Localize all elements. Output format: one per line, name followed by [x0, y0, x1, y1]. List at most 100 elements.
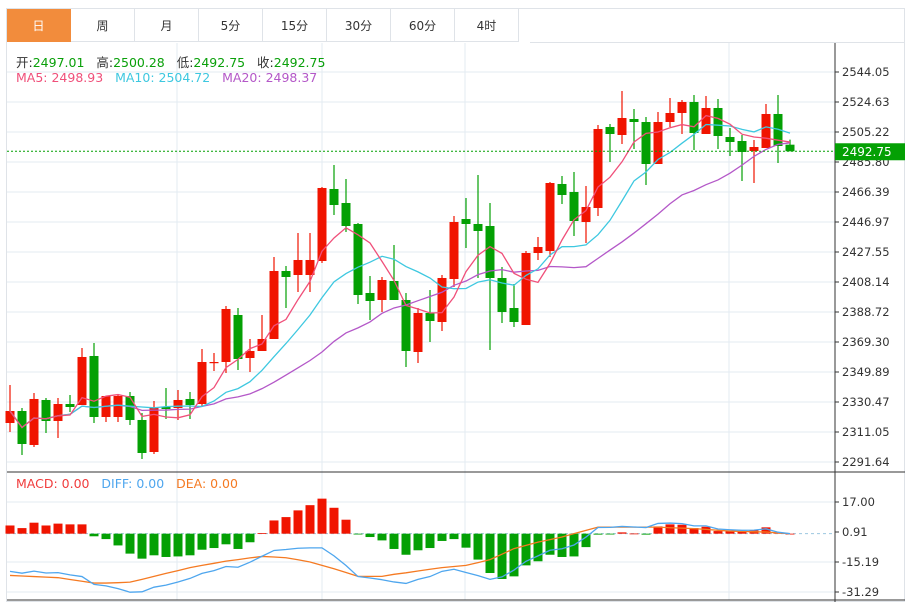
candle-body: [377, 280, 387, 300]
macd-bar: [281, 517, 291, 534]
macd-bar: [341, 519, 351, 534]
tab-60min[interactable]: 60分: [391, 9, 455, 42]
candle-body: [437, 277, 447, 322]
candle-body: [41, 399, 51, 421]
macd-bar: [725, 531, 735, 534]
macd-y-tick-label: 0.91: [842, 525, 868, 539]
macd-bar: [65, 524, 75, 534]
candle-body: [497, 277, 507, 313]
tab-30min[interactable]: 30分: [327, 9, 391, 42]
candle-body: [569, 191, 579, 221]
candle-body: [593, 128, 603, 209]
candle-body: [233, 314, 243, 359]
candle-body: [485, 226, 495, 278]
candle-body: [53, 403, 63, 421]
macd-bar: [509, 533, 519, 577]
ma10-line: [9, 123, 791, 429]
close-value: 2492.75: [273, 55, 326, 70]
y-tick-label: 2544.05: [842, 65, 890, 79]
y-tick-label: 2408.14: [842, 275, 890, 289]
tab-5min[interactable]: 5分: [199, 9, 263, 42]
diff-line: [9, 522, 791, 593]
macd-bar: [437, 533, 447, 541]
dea-line: [9, 526, 791, 584]
candle-body: [29, 398, 39, 445]
macd-bar: [257, 533, 267, 534]
candle-body: [737, 141, 747, 152]
candle-body: [425, 312, 435, 321]
macd-bar: [377, 533, 387, 541]
dea-legend-value: DEA: 0.00: [176, 476, 238, 491]
macd-bar: [197, 533, 207, 550]
macd-bar: [413, 533, 423, 551]
candle-body: [185, 398, 195, 406]
macd-bar: [233, 533, 243, 549]
macd-bar: [737, 531, 747, 534]
candle-body: [137, 419, 147, 453]
tab-day[interactable]: 日: [7, 9, 71, 42]
low-value: 2492.75: [193, 55, 246, 70]
candle-body: [257, 338, 267, 351]
candle-body: [65, 403, 75, 407]
macd-bar: [581, 533, 591, 548]
macd-bar: [473, 533, 483, 560]
high-value: 2500.28: [113, 55, 165, 70]
candle-body: [689, 101, 699, 134]
high-label: 高:: [96, 55, 114, 70]
macd-bar: [185, 533, 195, 556]
candle-body: [269, 270, 279, 339]
candle-body: [545, 183, 555, 252]
macd-bar: [593, 533, 603, 535]
tab-week[interactable]: 周: [71, 9, 135, 42]
macd-bar: [317, 498, 327, 534]
y-tick-label: 2311.05: [842, 425, 890, 439]
macd-bar: [665, 524, 675, 534]
macd-bar: [17, 528, 27, 534]
macd-bar: [629, 533, 639, 535]
macd-bar: [125, 533, 135, 554]
candle-body: [665, 112, 675, 122]
macd-legend: MACD: 0.00 DIFF: 0.00 DEA: 0.00: [16, 476, 238, 491]
macd-bar: [161, 533, 171, 557]
candle-body: [401, 299, 411, 351]
diff-legend-value: DIFF: 0.00: [101, 476, 165, 491]
candle-body: [533, 246, 543, 253]
macd-bar: [545, 533, 555, 555]
ma10-legend: MA10: 2504.72: [115, 70, 211, 85]
candle-body: [641, 121, 651, 164]
tab-month[interactable]: 月: [135, 9, 199, 42]
macd-bar: [101, 533, 111, 540]
candle-body: [581, 206, 591, 222]
candle-body: [713, 108, 723, 136]
period-tabs: 日 周 月 5分 15分 30分 60分 4时: [7, 9, 519, 43]
macd-bar: [761, 527, 771, 534]
macd-bar: [149, 533, 159, 556]
macd-bar: [641, 533, 651, 535]
candle-body: [161, 406, 171, 409]
macd-bar: [677, 524, 687, 534]
macd-bar: [53, 523, 63, 534]
macd-bar: [401, 533, 411, 555]
candle-body: [89, 355, 99, 417]
y-tick-label: 2466.39: [842, 185, 890, 199]
macd-bar: [113, 533, 123, 546]
macd-bar: [533, 533, 543, 562]
macd-bar: [173, 533, 183, 557]
open-value: 2497.01: [32, 55, 85, 70]
candle-body: [305, 259, 315, 275]
macd-bar: [329, 507, 339, 534]
macd-bar: [605, 533, 615, 535]
candle-body: [113, 395, 123, 417]
tab-4hour[interactable]: 4时: [455, 9, 519, 42]
y-tick-label: 2330.47: [842, 395, 890, 409]
macd-y-tick-label: -31.29: [842, 585, 879, 599]
macd-bar: [137, 533, 147, 559]
macd-bar: [41, 525, 51, 534]
macd-bar: [245, 533, 255, 543]
candle-body: [617, 117, 627, 135]
tab-15min[interactable]: 15分: [263, 9, 327, 42]
macd-bar: [713, 531, 723, 534]
candle-body: [197, 362, 207, 404]
chart-frame: [6, 8, 905, 602]
